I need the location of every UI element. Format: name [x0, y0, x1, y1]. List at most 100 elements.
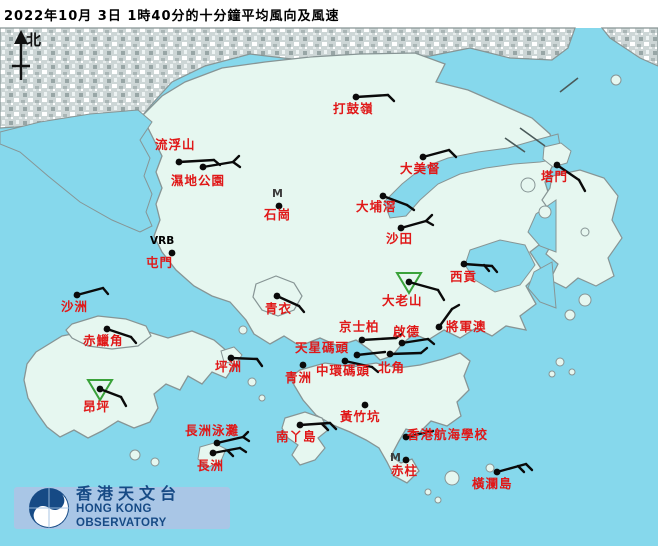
station-barb-tai-mei-tuk	[421, 148, 451, 159]
station-dot-wong-chuk-hang	[361, 401, 369, 409]
station-barb-ta-kwu-ling	[386, 93, 396, 103]
station-dot-kai-tak	[398, 339, 406, 347]
station-barb-tates-cairn	[436, 288, 446, 302]
page-title: 2022年10月 3日 1時40分的十分鐘平均風向及風速	[4, 9, 340, 24]
station-barb-tsing-yi	[297, 304, 306, 314]
station-dot-chek-lap-kok	[103, 325, 111, 333]
station-dot-stanley	[402, 456, 410, 464]
port-shelter-water-2	[527, 261, 557, 309]
station-barb-lamma-island	[328, 421, 338, 431]
ridge-marks	[504, 77, 579, 153]
station-dot-tsing-yi	[273, 292, 281, 300]
station-barb-waglan-island	[516, 464, 526, 474]
station-barb-peng-chau	[229, 356, 259, 361]
station-barb-tseung-kwan-o	[450, 303, 461, 311]
station-barb-tates-cairn	[407, 280, 440, 292]
station-dot-tates-cairn	[405, 278, 413, 286]
station-barb-ngong-ping	[98, 387, 123, 399]
station-barb-ta-kwu-ling	[354, 93, 390, 99]
station-barb-sai-kung	[490, 264, 499, 274]
station-dot-ngong-ping	[96, 385, 104, 393]
station-barb-sha-tin	[424, 213, 434, 223]
north-label: 北	[26, 31, 42, 49]
station-dot-tai-mei-tuk	[419, 153, 427, 161]
station-barb-wetland-park	[231, 154, 241, 164]
station-dot-tap-mun	[553, 161, 561, 169]
station-barb-wetland-park	[231, 160, 242, 169]
station-dot-sha-chau	[73, 291, 81, 299]
station-dot-central-pier	[341, 357, 349, 365]
station-barb-tap-mun	[555, 163, 581, 182]
station-barb-kai-tak	[400, 337, 430, 345]
station-barb-wetland-park	[201, 160, 235, 169]
station-barb-waglan-island	[495, 462, 528, 474]
station-barb-central-pier	[343, 359, 374, 369]
station-dot-sai-kung	[460, 260, 468, 268]
station-barb-lamma-island	[298, 421, 332, 427]
station-barb-ngong-ping	[119, 395, 128, 408]
station-barb-tseung-kwan-o	[437, 307, 454, 329]
station-barb-tai-po-kau	[405, 203, 416, 212]
station-barb-cheung-chau	[238, 446, 248, 454]
station-dot-kings-park	[358, 336, 366, 344]
station-barb-star-ferry	[355, 350, 387, 357]
station-barb-peng-chau	[255, 357, 264, 368]
sai-kung-inner-bay	[464, 239, 536, 293]
station-barb-central-pier	[370, 365, 380, 374]
station-dot-wetland-park	[199, 163, 207, 171]
station-barb-lamma-island	[320, 422, 330, 432]
hko-logo: 香港天文台 HONG KONG OBSERVATORY	[14, 485, 230, 530]
station-barb-lau-fau-shan	[177, 158, 216, 164]
station-dot-sea-school	[402, 433, 410, 441]
hko-logo-text: 香港天文台 HONG KONG OBSERVATORY	[76, 485, 230, 530]
station-dot-cheung-chau	[209, 449, 217, 457]
station-barb-kai-tak	[426, 337, 436, 346]
station-barb-tai-mei-tuk	[447, 148, 458, 159]
station-barb-sai-kung	[462, 262, 494, 268]
station-barb-sai-kung	[482, 263, 491, 273]
tap-mun-island	[542, 142, 572, 168]
airport-island	[65, 315, 152, 350]
station-barb-tsing-yi	[275, 294, 301, 308]
small-islets	[129, 74, 622, 504]
station-barb-tai-po-kau	[381, 194, 409, 207]
station-barb-cheung-chau-beach	[241, 430, 250, 439]
station-barb-chek-lap-kok	[105, 327, 133, 339]
station-dot-cheung-chau-beach	[213, 439, 221, 447]
station-barb-sha-chau	[75, 286, 105, 297]
station-barb-sha-chau	[101, 286, 110, 296]
station-dot-ta-kwu-ling	[352, 93, 360, 101]
station-barb-north-point	[419, 346, 429, 355]
station-barb-north-point	[388, 351, 423, 356]
deep-bay-water	[0, 109, 153, 233]
hko-logo-english: HONG KONG OBSERVATORY	[76, 503, 167, 529]
new-territories-landmass	[141, 52, 557, 361]
station-dot-green-island	[299, 361, 307, 369]
station-dot-peng-chau	[227, 354, 235, 362]
station-barb-waglan-island	[524, 462, 534, 472]
station-flag-ngong-ping	[86, 379, 114, 402]
north-arrow-icon	[12, 30, 30, 80]
station-dot-tseung-kwan-o	[435, 323, 443, 331]
station-barb-cheung-chau	[211, 446, 242, 455]
station-barb-sha-tin	[424, 219, 435, 227]
hko-logo-icon	[28, 487, 70, 529]
station-barb-chek-lap-kok	[129, 335, 138, 345]
station-dot-shek-kong	[275, 202, 283, 210]
station-dot-waglan-island	[493, 468, 501, 476]
station-dot-tai-po-kau	[379, 192, 387, 200]
lamma-island-shape	[281, 411, 329, 466]
station-barb-kings-park	[394, 332, 404, 340]
station-barb-tap-mun	[577, 178, 587, 193]
station-dot-north-point	[386, 350, 394, 358]
station-barb-cheung-chau-beach	[215, 435, 245, 445]
station-barb-sea-school	[404, 429, 435, 439]
hko-logo-chinese: 香港天文台	[76, 484, 182, 504]
lantau-landmass	[23, 329, 235, 439]
hk-island-landmass	[291, 352, 471, 484]
station-barb-cheung-chau	[226, 449, 235, 458]
mainland-yantian	[600, 27, 658, 67]
station-barb-kings-park	[360, 336, 398, 342]
